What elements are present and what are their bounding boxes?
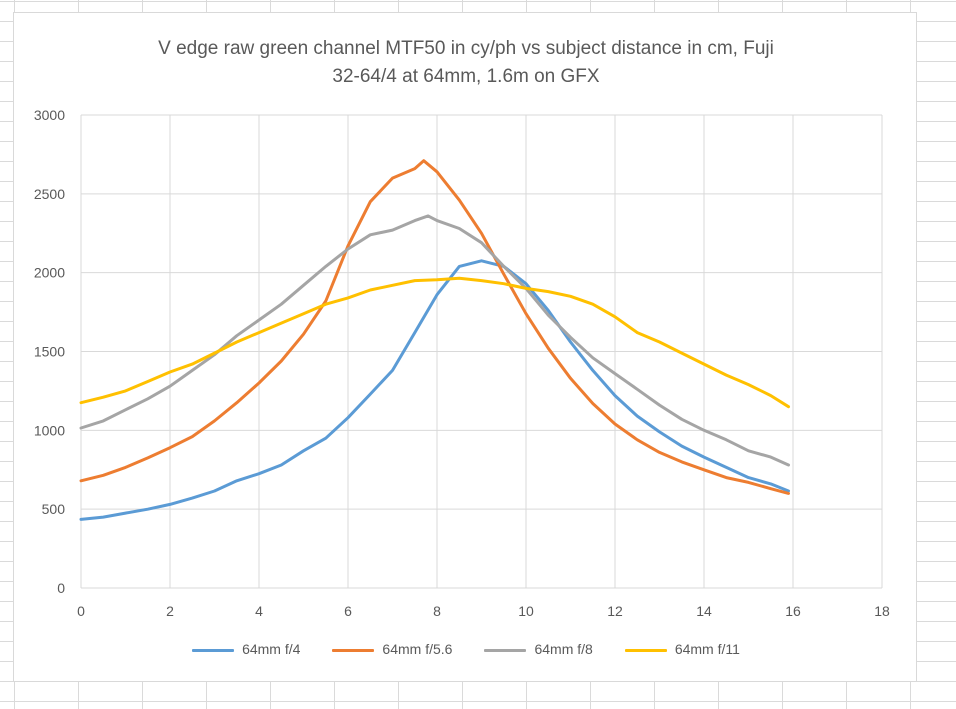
legend-label: 64mm f/4 bbox=[242, 641, 301, 657]
chart-title-line-1: V edge raw green channel MTF50 in cy/ph … bbox=[158, 38, 774, 59]
chart-title-line-2: 32-64/4 at 64mm, 1.6m on GFX bbox=[332, 66, 600, 87]
x-tick-label: 8 bbox=[433, 603, 441, 619]
y-tick-label: 0 bbox=[57, 580, 65, 596]
y-tick-label: 2000 bbox=[34, 265, 65, 281]
x-tick-label: 2 bbox=[166, 603, 174, 619]
series-line bbox=[79, 276, 790, 409]
series-line bbox=[79, 259, 790, 521]
legend-swatch bbox=[192, 648, 235, 652]
legend-label: 64mm f/11 bbox=[674, 641, 740, 657]
x-tick-label: 12 bbox=[607, 603, 623, 619]
legend-swatch bbox=[332, 648, 375, 652]
plot-svg: 0 500 1000 1500 2000 2500 3000 0 2 4 6 8 10 12 14 16 18 bbox=[34, 107, 890, 619]
legend: 64mm f/4 64mm f/5.6 64mm f/8 64mm f/11 bbox=[14, 641, 918, 657]
y-tick-label: 500 bbox=[42, 501, 66, 517]
y-tick-label: 3000 bbox=[34, 107, 65, 123]
series-line bbox=[79, 159, 790, 495]
legend-item: 64mm f/4 bbox=[192, 641, 300, 657]
x-tick-label: 18 bbox=[874, 603, 890, 619]
y-tick-label: 2500 bbox=[34, 186, 65, 202]
legend-item: 64mm f/5.6 bbox=[332, 641, 452, 657]
legend-item: 64mm f/8 bbox=[484, 641, 593, 657]
x-tick-label: 16 bbox=[785, 603, 801, 619]
y-tick-label: 1500 bbox=[34, 344, 65, 360]
legend-item: 64mm f/11 bbox=[624, 641, 740, 657]
x-tick-label: 4 bbox=[255, 603, 263, 619]
legend-label: 64mm f/5.6 bbox=[382, 641, 453, 657]
x-tick-label: 10 bbox=[518, 603, 534, 619]
x-tick-label: 6 bbox=[344, 603, 352, 619]
chart-title: V edge raw green channel MTF50 in cy/ph … bbox=[14, 35, 918, 91]
y-tick-label: 1000 bbox=[34, 422, 65, 438]
x-tick-label: 14 bbox=[696, 603, 712, 619]
series-line bbox=[79, 214, 790, 467]
chart-area[interactable]: V edge raw green channel MTF50 in cy/ph … bbox=[13, 12, 917, 682]
legend-swatch bbox=[624, 648, 667, 652]
x-tick-label: 0 bbox=[77, 603, 85, 619]
legend-label: 64mm f/8 bbox=[534, 641, 593, 657]
legend-swatch bbox=[484, 648, 527, 652]
